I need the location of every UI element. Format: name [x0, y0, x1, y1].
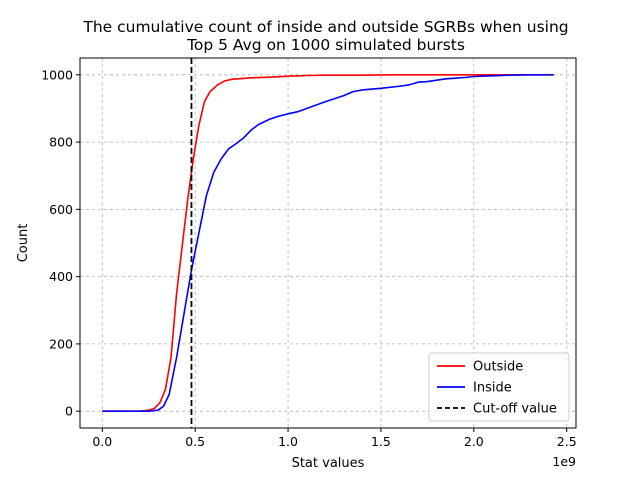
x-tick-label: 0.5 — [185, 434, 205, 449]
plot-frame — [79, 57, 577, 429]
x-ticks: 0.0 0.5 1.0 1.5 2.0 2.5 — [92, 428, 577, 449]
x-tick-label: 1.0 — [278, 434, 298, 449]
chart-title: The cumulative count of inside and outsi… — [82, 18, 568, 54]
y-tick-label: 800 — [49, 135, 73, 150]
x-tick-label: 2.0 — [464, 434, 484, 449]
y-tick-label: 400 — [49, 269, 73, 284]
x-tick-label: 2.5 — [557, 434, 577, 449]
y-tick-label: 600 — [49, 202, 73, 217]
y-tick-label: 0 — [65, 404, 73, 419]
x-axis-offset-label: 1e9 — [552, 454, 576, 469]
y-tick-label: 200 — [49, 336, 73, 351]
series-line-inside — [102, 74, 554, 412]
legend-label: Cut-off value — [473, 402, 557, 417]
axes — [79, 57, 577, 429]
legend-label: Inside — [473, 381, 512, 396]
series-line-outside — [102, 74, 554, 412]
y-tick-label: 1000 — [41, 67, 73, 82]
chart-title-line-1: The cumulative count of inside and outsi… — [82, 18, 568, 36]
chart-title-line-2: Top 5 Avg on 1000 simulated bursts — [186, 36, 465, 54]
y-ticks: 0 200 400 600 800 1000 — [41, 67, 80, 419]
x-tick-label: 1.5 — [371, 434, 391, 449]
plot-lines — [102, 58, 554, 428]
legend: Outside Inside Cut-off value — [428, 352, 570, 422]
x-axis-label: Stat values — [292, 456, 365, 471]
y-axis-label: Count — [16, 224, 31, 263]
legend-label: Outside — [473, 360, 523, 375]
x-tick-label: 0.0 — [92, 434, 112, 449]
legend-box — [428, 352, 570, 422]
